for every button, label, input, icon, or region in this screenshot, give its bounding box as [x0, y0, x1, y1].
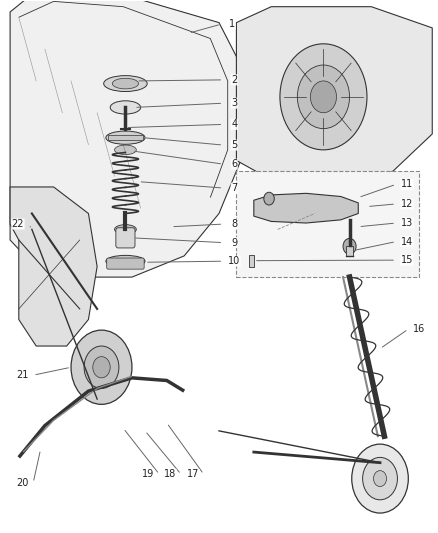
PathPatch shape — [254, 193, 358, 223]
Ellipse shape — [106, 255, 145, 267]
Ellipse shape — [106, 131, 145, 144]
PathPatch shape — [10, 0, 241, 277]
Circle shape — [311, 81, 336, 113]
Circle shape — [343, 238, 356, 254]
Bar — [249, 255, 254, 266]
Ellipse shape — [113, 78, 138, 89]
Bar — [108, 135, 143, 140]
Text: 17: 17 — [187, 470, 199, 479]
Ellipse shape — [104, 76, 147, 92]
Text: 8: 8 — [231, 219, 237, 229]
Text: 18: 18 — [164, 470, 177, 479]
Bar — [346, 246, 353, 256]
Circle shape — [297, 65, 350, 128]
PathPatch shape — [10, 187, 97, 346]
Text: 2: 2 — [231, 75, 237, 85]
Text: 12: 12 — [401, 199, 413, 209]
Circle shape — [71, 330, 132, 405]
Ellipse shape — [115, 224, 136, 234]
Text: 7: 7 — [231, 183, 237, 193]
Text: 6: 6 — [231, 159, 237, 169]
Text: 22: 22 — [12, 219, 24, 229]
Text: 20: 20 — [16, 478, 28, 488]
Text: 3: 3 — [231, 98, 237, 108]
Circle shape — [264, 192, 274, 205]
Text: 5: 5 — [231, 140, 237, 150]
Circle shape — [363, 457, 397, 500]
Text: 13: 13 — [401, 218, 413, 228]
Circle shape — [374, 471, 387, 487]
Text: 10: 10 — [228, 256, 240, 266]
FancyBboxPatch shape — [116, 228, 135, 248]
Text: 19: 19 — [142, 470, 155, 479]
Circle shape — [84, 346, 119, 389]
Ellipse shape — [110, 101, 141, 114]
Text: 1: 1 — [229, 19, 235, 29]
PathPatch shape — [237, 7, 432, 187]
Text: 16: 16 — [413, 324, 425, 334]
FancyBboxPatch shape — [107, 258, 144, 269]
Circle shape — [93, 357, 110, 378]
Text: 14: 14 — [401, 237, 413, 247]
Ellipse shape — [115, 145, 136, 155]
Text: 9: 9 — [231, 238, 237, 248]
Circle shape — [280, 44, 367, 150]
Text: 4: 4 — [231, 119, 237, 130]
Bar — [237, 171, 419, 277]
Text: 21: 21 — [16, 370, 28, 380]
Text: 11: 11 — [401, 179, 413, 189]
Circle shape — [352, 444, 408, 513]
Text: 15: 15 — [401, 255, 413, 265]
